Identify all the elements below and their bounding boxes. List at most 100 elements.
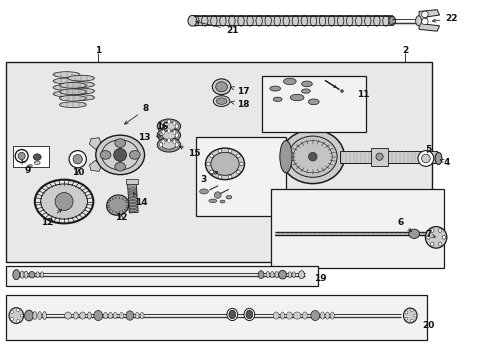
Ellipse shape [167, 120, 170, 124]
Ellipse shape [290, 94, 304, 101]
Bar [274, 231, 432, 235]
Ellipse shape [287, 272, 291, 278]
Ellipse shape [269, 86, 280, 91]
Polygon shape [89, 160, 101, 171]
Ellipse shape [286, 312, 292, 319]
Circle shape [114, 148, 126, 161]
Ellipse shape [415, 16, 421, 26]
Circle shape [11, 318, 13, 320]
Circle shape [236, 154, 240, 158]
Circle shape [426, 235, 429, 239]
Circle shape [228, 175, 231, 179]
Ellipse shape [126, 311, 134, 320]
Ellipse shape [175, 143, 178, 147]
Ellipse shape [24, 310, 33, 321]
Text: 17: 17 [230, 86, 249, 95]
Ellipse shape [34, 161, 40, 165]
Ellipse shape [80, 312, 85, 319]
Circle shape [11, 311, 13, 314]
Circle shape [429, 242, 433, 246]
Ellipse shape [320, 312, 324, 319]
Ellipse shape [13, 270, 20, 280]
Ellipse shape [68, 88, 94, 94]
Ellipse shape [308, 99, 319, 105]
Ellipse shape [265, 271, 269, 278]
Ellipse shape [60, 89, 86, 95]
Text: 8: 8 [124, 104, 149, 124]
Circle shape [236, 170, 240, 174]
Bar [261, 76, 366, 132]
Text: 18: 18 [230, 100, 249, 109]
Ellipse shape [258, 271, 264, 279]
Circle shape [206, 162, 210, 166]
Ellipse shape [140, 312, 144, 319]
Text: 12: 12 [41, 209, 61, 227]
Circle shape [413, 314, 416, 317]
Ellipse shape [87, 312, 91, 319]
Circle shape [73, 154, 82, 164]
Text: 13: 13 [138, 133, 162, 142]
Ellipse shape [425, 226, 446, 248]
Circle shape [218, 175, 221, 179]
Ellipse shape [175, 133, 178, 137]
Text: 19: 19 [313, 274, 325, 283]
Ellipse shape [96, 135, 144, 175]
Ellipse shape [120, 312, 123, 319]
Text: 3: 3 [200, 172, 218, 184]
Ellipse shape [157, 128, 180, 142]
Ellipse shape [212, 79, 230, 95]
Ellipse shape [434, 152, 441, 165]
Ellipse shape [214, 192, 221, 198]
Ellipse shape [278, 270, 286, 279]
Bar [5, 295, 427, 339]
Ellipse shape [68, 75, 94, 81]
Ellipse shape [108, 312, 112, 319]
Ellipse shape [220, 200, 224, 203]
Ellipse shape [68, 95, 94, 100]
Circle shape [340, 90, 343, 93]
Circle shape [421, 11, 427, 18]
Circle shape [17, 320, 20, 323]
Bar [5, 266, 317, 286]
Circle shape [429, 229, 433, 232]
Ellipse shape [135, 312, 139, 319]
Text: 1: 1 [95, 46, 101, 55]
Circle shape [375, 153, 383, 160]
Text: 21: 21 [196, 21, 238, 35]
Ellipse shape [215, 82, 227, 92]
Ellipse shape [27, 165, 32, 167]
Ellipse shape [270, 271, 273, 278]
Ellipse shape [210, 152, 239, 175]
Ellipse shape [113, 312, 117, 319]
Bar [339, 150, 436, 163]
Ellipse shape [102, 140, 139, 170]
Ellipse shape [68, 82, 94, 87]
Ellipse shape [159, 133, 162, 137]
Ellipse shape [9, 308, 23, 323]
Ellipse shape [41, 184, 87, 219]
Ellipse shape [225, 195, 231, 199]
Ellipse shape [162, 121, 164, 125]
Ellipse shape [24, 271, 28, 278]
Circle shape [441, 235, 445, 239]
Ellipse shape [187, 15, 196, 26]
Text: 7: 7 [425, 230, 434, 239]
Polygon shape [89, 138, 101, 149]
Text: 9: 9 [22, 161, 31, 175]
Circle shape [421, 18, 427, 25]
Ellipse shape [302, 312, 307, 319]
Ellipse shape [280, 312, 284, 319]
Ellipse shape [279, 140, 291, 173]
Ellipse shape [20, 271, 24, 278]
Circle shape [15, 149, 28, 162]
Ellipse shape [408, 229, 419, 238]
Circle shape [228, 149, 231, 153]
Ellipse shape [298, 271, 304, 279]
Circle shape [404, 317, 407, 320]
Text: 22: 22 [431, 14, 457, 23]
Ellipse shape [288, 136, 336, 177]
Ellipse shape [53, 78, 80, 84]
Circle shape [218, 149, 221, 153]
Ellipse shape [244, 309, 254, 320]
Ellipse shape [173, 130, 176, 134]
